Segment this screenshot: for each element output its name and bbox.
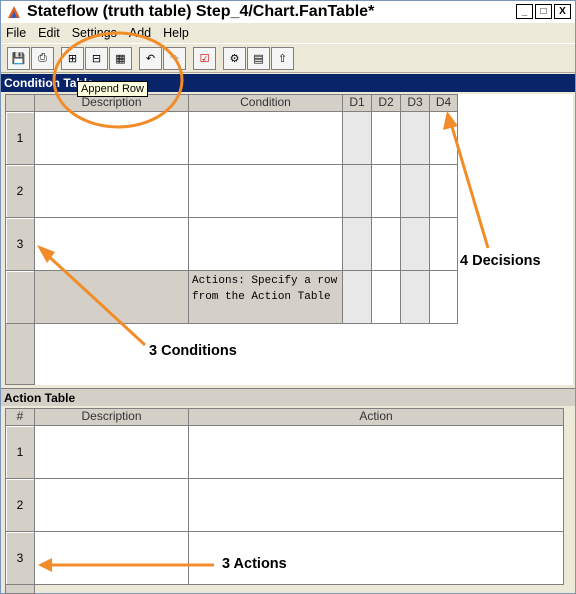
stateflow-app-icon <box>5 3 23 21</box>
col-d1[interactable]: D1 <box>342 94 372 112</box>
close-button[interactable]: X <box>554 4 571 19</box>
menu-file[interactable]: File <box>6 26 27 40</box>
col-d4[interactable]: D4 <box>429 94 458 112</box>
actions-row-header <box>5 270 35 324</box>
col-number[interactable]: # <box>5 408 35 426</box>
conditions-annotation: 3 Conditions <box>149 343 237 359</box>
actions-d2[interactable] <box>371 270 401 324</box>
action-2-code[interactable] <box>188 478 564 532</box>
condition-3-description[interactable] <box>34 217 189 271</box>
condition-row-1-header[interactable]: 1 <box>5 111 35 165</box>
save-icon: 💾 <box>11 51 26 65</box>
append-column-button[interactable]: ▦ <box>109 46 132 70</box>
col-action-description[interactable]: Description <box>34 408 189 426</box>
condition-3-d3[interactable] <box>400 217 430 271</box>
checklist-icon: ☑ <box>199 51 210 65</box>
menu-add[interactable]: Add <box>128 26 152 40</box>
col-d2[interactable]: D2 <box>371 94 401 112</box>
append-column-icon: ▦ <box>115 51 126 65</box>
col-condition[interactable]: Condition <box>188 94 343 112</box>
menu-settings[interactable]: Settings <box>71 26 117 40</box>
go-to-parent-button[interactable]: ⇧ <box>271 46 294 70</box>
condition-2-d1[interactable] <box>342 164 372 218</box>
insert-row-icon: ⊟ <box>91 51 102 65</box>
edit-data-button[interactable]: ⚙ <box>223 46 246 70</box>
action-3-description[interactable] <box>34 531 189 585</box>
condition-2-d4[interactable] <box>429 164 458 218</box>
action-3-code[interactable] <box>188 531 564 585</box>
condition-2-d2[interactable] <box>371 164 401 218</box>
view-model-button[interactable]: ▤ <box>247 46 270 70</box>
corner-header <box>5 94 35 112</box>
condition-3-d1[interactable] <box>342 217 372 271</box>
action-table-filler <box>5 584 35 594</box>
append-row-tooltip: Append Row <box>77 81 148 97</box>
window-title: Stateflow (truth table) Step_4/Chart.Fan… <box>27 3 375 20</box>
title-bar[interactable]: Stateflow (truth table) Step_4/Chart.Fan… <box>1 1 575 23</box>
decisions-annotation: 4 Decisions <box>460 253 541 269</box>
col-d3[interactable]: D3 <box>400 94 430 112</box>
menu-help[interactable]: Help <box>163 26 189 40</box>
toolbar: 💾 ⎙ ⊞ ⊟ ▦ ↶ ↷ ☑ ⚙ ▤ ⇧ <box>1 43 575 73</box>
actions-d4[interactable] <box>429 270 458 324</box>
save-button[interactable]: 💾 <box>7 46 30 70</box>
redo-button[interactable]: ↷ <box>163 46 186 70</box>
undo-icon: ↶ <box>145 51 156 65</box>
condition-1-d2[interactable] <box>371 111 401 165</box>
undo-button[interactable]: ↶ <box>139 46 162 70</box>
condition-table-empty-area <box>35 324 573 385</box>
action-row-3-header[interactable]: 3 <box>5 531 35 585</box>
condition-table-right-area <box>458 94 573 324</box>
condition-1-d4[interactable] <box>429 111 458 165</box>
print-button[interactable]: ⎙ <box>31 46 54 70</box>
actions-annotation: 3 Actions <box>222 556 287 572</box>
action-row-1-header[interactable]: 1 <box>5 425 35 479</box>
actions-row-hint: Actions: Specify a row from the Action T… <box>188 270 343 324</box>
condition-1-expression[interactable] <box>188 111 343 165</box>
model-icon: ▤ <box>253 51 264 65</box>
condition-3-expression[interactable] <box>188 217 343 271</box>
maximize-button[interactable]: □ <box>535 4 552 19</box>
condition-1-description[interactable] <box>34 111 189 165</box>
action-row-2-header[interactable]: 2 <box>5 478 35 532</box>
condition-3-d2[interactable] <box>371 217 401 271</box>
append-row-button[interactable]: ⊞ <box>61 46 84 70</box>
condition-3-d4[interactable] <box>429 217 458 271</box>
actions-d1[interactable] <box>342 270 372 324</box>
minimize-button[interactable]: _ <box>516 4 533 19</box>
actions-row-description <box>34 270 189 324</box>
condition-1-d3[interactable] <box>400 111 430 165</box>
menu-edit[interactable]: Edit <box>38 26 60 40</box>
redo-icon: ↷ <box>169 51 180 65</box>
menu-bar: File Edit Settings Add Help <box>1 23 575 43</box>
condition-2-expression[interactable] <box>188 164 343 218</box>
action-2-description[interactable] <box>34 478 189 532</box>
data-explorer-icon: ⚙ <box>229 51 240 65</box>
condition-2-description[interactable] <box>34 164 189 218</box>
print-icon: ⎙ <box>38 51 47 64</box>
condition-row-3-header[interactable]: 3 <box>5 217 35 271</box>
append-row-icon: ⊞ <box>67 51 78 65</box>
action-table-header: Action Table <box>1 388 575 406</box>
insert-row-button[interactable]: ⊟ <box>85 46 108 70</box>
condition-table-filler-header <box>5 323 35 385</box>
condition-row-2-header[interactable]: 2 <box>5 164 35 218</box>
condition-1-d1[interactable] <box>342 111 372 165</box>
condition-2-d3[interactable] <box>400 164 430 218</box>
up-arrow-icon: ⇧ <box>277 51 288 65</box>
col-action[interactable]: Action <box>188 408 564 426</box>
action-1-description[interactable] <box>34 425 189 479</box>
action-1-code[interactable] <box>188 425 564 479</box>
check-diagnostics-button[interactable]: ☑ <box>193 46 216 70</box>
actions-d3[interactable] <box>400 270 430 324</box>
